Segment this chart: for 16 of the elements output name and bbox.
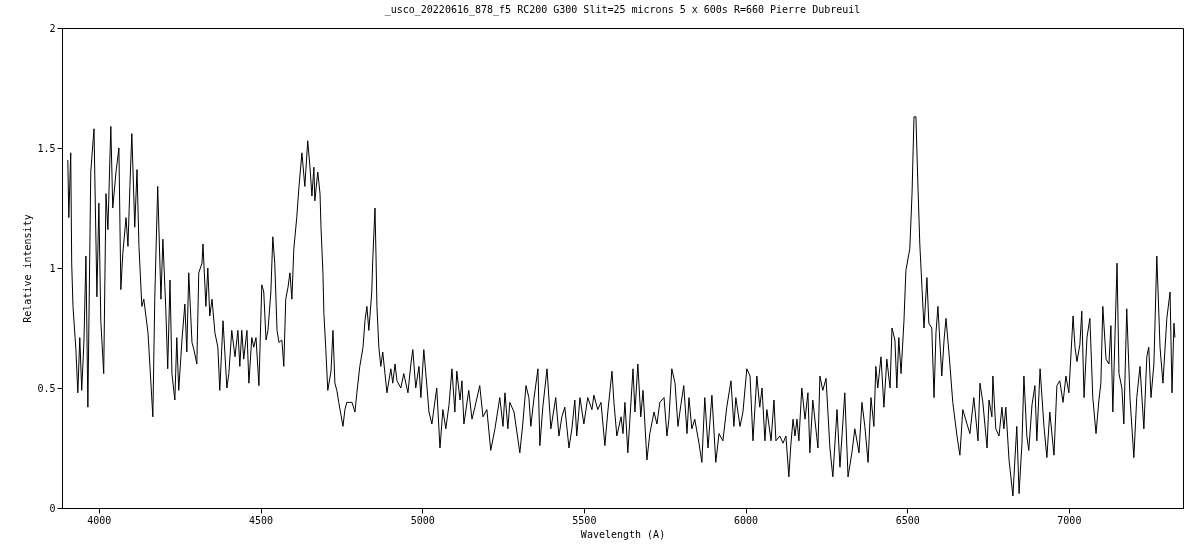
x-tick-label: 4500	[248, 514, 274, 526]
y-tick-label: 2	[49, 22, 56, 34]
y-tick-label: 1	[49, 262, 56, 274]
y-tick-label: 0.5	[37, 382, 56, 394]
y-tick-label: 0	[49, 502, 56, 514]
y-tick-label: 1.5	[37, 142, 56, 154]
y-axis-title: Relative intensity	[22, 214, 34, 323]
x-tick-label: 6000	[733, 514, 759, 526]
chart-title: _usco_20220616_878_f5 RC200 G300 Slit=25 microns 5 x 600s R=660 Pierre Dubreuil	[384, 4, 861, 16]
x-tick-label: 5500	[572, 514, 597, 526]
x-tick-label: 4000	[87, 514, 112, 526]
x-tick-label: 5000	[410, 514, 435, 526]
line-series	[67, 116, 1176, 497]
x-tick-label: 6500	[895, 514, 920, 526]
x-tick-label: 7000	[1057, 514, 1082, 526]
x-axis-title: Wavelength (A)	[580, 528, 666, 540]
